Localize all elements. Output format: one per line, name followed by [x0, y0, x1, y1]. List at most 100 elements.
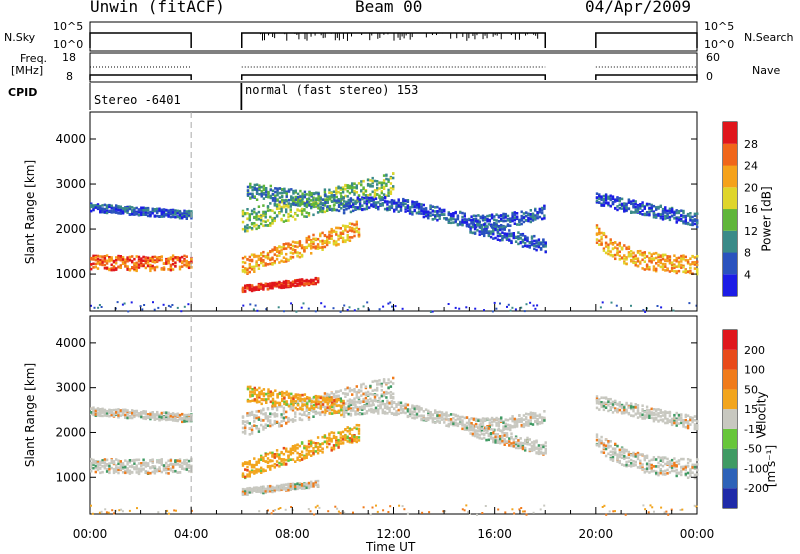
range-gate-cell	[185, 466, 188, 469]
range-gate-cell	[105, 410, 109, 413]
range-gate-cell	[296, 443, 299, 447]
range-gate-cell	[657, 260, 660, 263]
range-gate-cell	[178, 211, 182, 215]
range-gate-cell	[117, 414, 120, 417]
range-gate-cell	[616, 199, 619, 202]
range-gate-cell	[319, 210, 322, 213]
range-gate-cell	[376, 380, 379, 383]
range-gate-cell	[310, 408, 313, 412]
range-gate-cell	[131, 255, 134, 258]
range-gate-cell	[511, 215, 514, 218]
range-gate-cell	[117, 468, 120, 472]
range-gate-cell	[255, 399, 259, 402]
range-gate-cell	[415, 211, 419, 215]
range-gate-cell	[185, 419, 188, 423]
range-gate-cell	[246, 217, 249, 221]
range-gate-cell	[124, 413, 127, 417]
range-gate-cell	[152, 301, 154, 304]
range-gate-cell	[542, 240, 545, 244]
range-gate-cell	[630, 200, 633, 203]
range-gate-cell	[244, 286, 247, 290]
range-gate-cell	[447, 303, 450, 305]
range-gate-cell	[344, 388, 347, 391]
range-gate-cell	[319, 196, 322, 200]
range-gate-cell	[522, 216, 526, 219]
range-gate-cell	[283, 187, 286, 191]
range-gate-cell	[298, 255, 302, 259]
range-gate-cell	[246, 462, 249, 465]
range-gate-cell	[121, 411, 125, 415]
range-gate-cell	[250, 226, 254, 230]
range-gate-cell	[287, 394, 291, 398]
range-gate-cell	[598, 197, 601, 201]
range-gate-cell	[160, 215, 163, 218]
range-gate-cell	[96, 205, 100, 208]
range-gate-cell	[121, 465, 125, 469]
range-gate-cell	[618, 250, 621, 254]
range-gate-cell	[478, 230, 481, 233]
range-gate-cell	[135, 267, 138, 270]
range-gate-cell	[348, 306, 351, 309]
range-gate-cell	[452, 214, 455, 217]
range-gate-cell	[253, 469, 256, 473]
range-gate-cell	[632, 255, 635, 259]
range-gate-cell	[255, 262, 258, 266]
range-gate-cell	[94, 413, 97, 416]
range-gate-cell	[682, 257, 685, 261]
range-gate-cell	[365, 403, 369, 406]
range-gate-cell	[255, 183, 259, 186]
range-gate-cell	[643, 268, 646, 271]
range-gate-cell	[303, 487, 306, 490]
range-gate-cell	[351, 186, 354, 189]
range-gate-cell	[378, 382, 381, 386]
range-gate-cell	[376, 186, 379, 190]
range-gate-cell	[248, 266, 251, 270]
range-gate-cell	[167, 415, 170, 419]
range-gate-cell	[650, 208, 653, 211]
range-gate-cell	[280, 249, 283, 252]
range-gate-cell	[174, 209, 177, 212]
range-gate-cell	[595, 192, 599, 195]
range-gate-cell	[380, 393, 383, 396]
range-gate-cell	[149, 210, 152, 214]
range-gate-cell	[92, 206, 95, 209]
range-gate-cell	[399, 209, 403, 212]
range-gate-cell	[250, 253, 254, 257]
range-gate-cell	[255, 212, 258, 215]
range-gate-cell	[326, 235, 329, 239]
range-gate-cell	[323, 405, 327, 409]
range-gate-cell	[349, 414, 353, 417]
range-gate-cell	[291, 283, 295, 287]
range-gate-cell	[355, 226, 358, 230]
range-gate-cell	[112, 460, 116, 463]
range-gate-cell	[668, 255, 672, 258]
range-gate-cell	[269, 415, 272, 418]
range-gate-cell	[307, 486, 311, 489]
range-gate-cell	[178, 215, 182, 218]
range-gate-cell	[278, 187, 282, 190]
range-gate-cell	[517, 237, 520, 241]
range-gate-cell	[323, 392, 327, 395]
range-gate-cell	[117, 408, 120, 411]
range-gate-cell	[369, 397, 372, 401]
range-gate-cell	[283, 201, 286, 205]
range-gate-cell	[310, 450, 313, 453]
range-gate-cell	[280, 246, 283, 249]
range-gate-cell	[105, 414, 109, 418]
range-gate-cell	[253, 215, 256, 219]
range-gate-cell	[165, 461, 168, 465]
range-gate-cell	[110, 268, 113, 272]
range-gate-cell	[689, 263, 692, 266]
range-gate-cell	[524, 244, 527, 248]
range-gate-cell	[300, 400, 304, 404]
range-gate-cell	[620, 246, 624, 250]
range-gate-cell	[328, 241, 331, 244]
range-gate-cell	[499, 228, 502, 232]
range-gate-cell	[119, 258, 122, 262]
range-gate-cell	[300, 209, 304, 213]
range-gate-cell	[422, 207, 425, 211]
range-gate-cell	[543, 214, 546, 217]
range-gate-cell	[300, 244, 304, 247]
range-gate-cell	[90, 407, 93, 410]
